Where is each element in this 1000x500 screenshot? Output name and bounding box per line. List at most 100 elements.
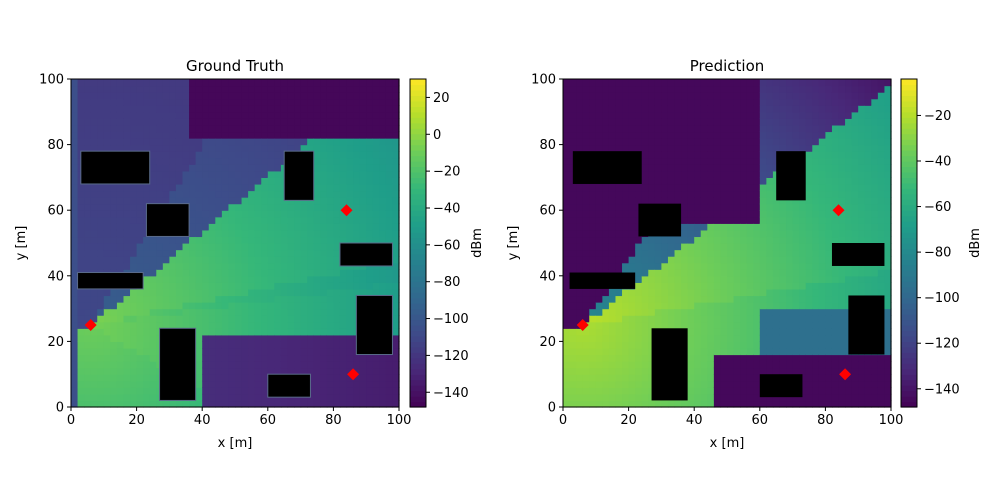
heatmap-cell [182, 262, 190, 270]
heatmap-cell [589, 341, 597, 349]
heatmap-cell [648, 269, 656, 277]
heatmap-cell [694, 223, 702, 231]
heatmap-cell [366, 144, 374, 152]
heatmap-cell [241, 85, 249, 93]
heatmap-cell [339, 282, 348, 290]
heatmap-cell [215, 367, 223, 375]
heatmap-cell [359, 354, 367, 362]
heatmap-cell [845, 79, 853, 87]
heatmap-cell [235, 295, 243, 303]
heatmap-cell [110, 124, 118, 133]
heatmap-cell [267, 262, 275, 270]
heatmap-cell [267, 131, 275, 139]
heatmap-cell [818, 249, 826, 257]
heatmap-cell [339, 223, 348, 231]
heatmap-cell [851, 92, 859, 100]
heatmap-cell [208, 223, 216, 231]
heatmap-cell [274, 131, 282, 139]
heatmap-cell [818, 295, 826, 303]
heatmap-cell [280, 400, 289, 408]
heatmap-cell [130, 144, 138, 152]
heatmap-cell [221, 79, 230, 87]
heatmap-cell [372, 223, 380, 231]
heatmap-cell [385, 138, 394, 146]
heatmap-cell [569, 144, 577, 152]
heatmap-cell [569, 262, 577, 270]
heatmap-cell [812, 367, 820, 375]
heatmap-cell [333, 177, 341, 185]
heatmap-cell [162, 105, 170, 113]
heatmap-cell [320, 275, 328, 283]
heatmap-cell [615, 105, 623, 113]
heatmap-cell [772, 249, 781, 257]
heatmap-cell [353, 144, 361, 152]
heatmap-cell [261, 367, 269, 375]
heatmap-cell [97, 111, 105, 119]
heatmap-cell [307, 347, 315, 356]
heatmap-cell [149, 190, 157, 198]
heatmap-cell [687, 190, 695, 198]
heatmap-cell [182, 243, 190, 251]
heatmap-cell [720, 315, 728, 323]
heatmap-cell [622, 380, 630, 388]
heatmap-cell [667, 118, 676, 126]
heatmap-cell [254, 249, 262, 257]
heatmap-cell [116, 308, 125, 316]
heatmap-cell [766, 249, 774, 257]
heatmap-cell [608, 315, 617, 323]
heatmap-cell [779, 243, 787, 251]
heatmap-cell [740, 302, 748, 310]
heatmap-cell [661, 282, 669, 290]
heatmap-cell [366, 170, 374, 178]
heatmap-cell [162, 124, 170, 133]
heatmap-cell [713, 124, 722, 133]
heatmap-cell [294, 223, 302, 231]
heatmap-cell [248, 177, 256, 185]
heatmap-cell [149, 275, 157, 283]
heatmap-cell [254, 354, 262, 362]
heatmap-cell [326, 295, 334, 303]
heatmap-cell [720, 328, 728, 336]
heatmap-cell [707, 308, 715, 316]
heatmap-cell [221, 183, 230, 192]
heatmap-cell [90, 98, 98, 106]
heatmap-cell [195, 223, 203, 231]
heatmap-cell [195, 361, 203, 369]
heatmap-cell [228, 315, 236, 323]
heatmap-cell [326, 131, 334, 139]
heatmap-cell [759, 138, 767, 146]
heatmap-cell [576, 334, 584, 342]
heatmap-cell [563, 256, 571, 264]
heatmap-cell [103, 105, 111, 113]
heatmap-cell [851, 223, 859, 231]
heatmap-cell [385, 203, 394, 211]
heatmap-cell [254, 361, 262, 369]
heatmap-cell [799, 341, 807, 349]
heatmap-cell [195, 321, 203, 329]
heatmap-cell [858, 374, 866, 382]
heatmap-cell [103, 302, 111, 310]
heatmap-cell [740, 138, 748, 146]
heatmap-cell [169, 98, 177, 106]
heatmap-cell [97, 183, 105, 192]
heatmap-cell [215, 151, 223, 159]
heatmap-cell [162, 118, 170, 126]
heatmap-cell [90, 138, 98, 146]
heatmap-cell [267, 302, 275, 310]
heatmap-cell [366, 216, 374, 224]
heatmap-cell [595, 183, 603, 192]
heatmap-cell [595, 210, 603, 218]
heatmap-cell [267, 210, 275, 218]
heatmap-cell [97, 321, 105, 329]
heatmap-cell [772, 85, 781, 93]
heatmap-cell [241, 216, 249, 224]
heatmap-cell [97, 361, 105, 369]
heatmap-cell [799, 361, 807, 369]
heatmap-cell [635, 334, 643, 342]
heatmap-cell [707, 347, 715, 356]
heatmap-cell [740, 92, 748, 100]
heatmap-cell [326, 282, 334, 290]
heatmap-cell [786, 79, 794, 87]
heatmap-cell [385, 92, 394, 100]
heatmap-cell [175, 282, 184, 290]
